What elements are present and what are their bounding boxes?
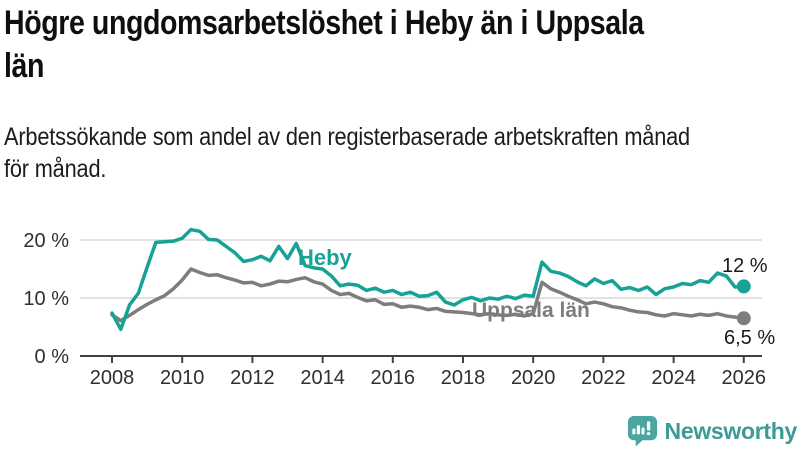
end-dot-uppsala — [736, 311, 751, 326]
data-line-heby — [110, 227, 746, 332]
series-lines — [110, 227, 746, 332]
subtitle-line-1: Arbetssökande som andel av den registerb… — [4, 123, 690, 151]
x-tick-label: 2008 — [90, 367, 135, 389]
line-chart: 0 % 10 % 20 % 2008 2010 2012 2014 2016 2018 2020 2… — [23, 227, 775, 389]
bar-chart-glyph — [631, 421, 650, 436]
series-label-uppsala: Uppsala län — [472, 299, 590, 322]
end-value-label-heby: 12 % — [722, 255, 768, 277]
end-dot-heby — [736, 279, 751, 294]
y-tick-label: 20 % — [23, 230, 69, 252]
end-value-label-uppsala: 6,5 % — [724, 327, 775, 349]
x-tick-label: 2022 — [581, 367, 626, 389]
newsworthy-wordmark: Newsworthy — [664, 417, 798, 444]
x-tick-label: 2014 — [300, 367, 345, 389]
newsworthy-chart-bubble-icon — [627, 415, 657, 447]
x-tick-label: 2018 — [441, 367, 486, 389]
x-tick-label: 2026 — [722, 367, 767, 389]
end-dots — [736, 279, 751, 326]
gridlines — [80, 239, 762, 299]
x-tick-label: 2024 — [651, 367, 696, 389]
y-tick-label: 0 % — [35, 346, 70, 368]
x-tick-label: 2016 — [371, 367, 416, 389]
x-tick-label: 2020 — [511, 367, 556, 389]
x-tick-label: 2012 — [230, 367, 275, 389]
exclamation-bar — [646, 421, 650, 431]
x-axis: 0 % 10 % 20 % 2008 2010 2012 2014 2016 2018 2020 2… — [23, 230, 766, 389]
x-tick-label: 2010 — [160, 367, 205, 389]
title-line-2: län — [4, 47, 45, 85]
subtitle-line-2: för månad. — [4, 155, 107, 183]
data-line-uppsala — [110, 267, 746, 323]
chart-subtitle: Arbetssökande som andel av den registerb… — [4, 121, 690, 185]
page-title: Högre ungdomsarbetslöshet i Heby än i Up… — [4, 2, 644, 88]
newsworthy-logo: Newsworthy — [627, 415, 797, 447]
y-tick-label: 10 % — [23, 288, 69, 310]
title-line-1: Högre ungdomsarbetslöshet i Heby än i Up… — [4, 4, 644, 42]
exclamation-dot — [646, 432, 650, 436]
series-label-heby: Heby — [298, 245, 353, 270]
